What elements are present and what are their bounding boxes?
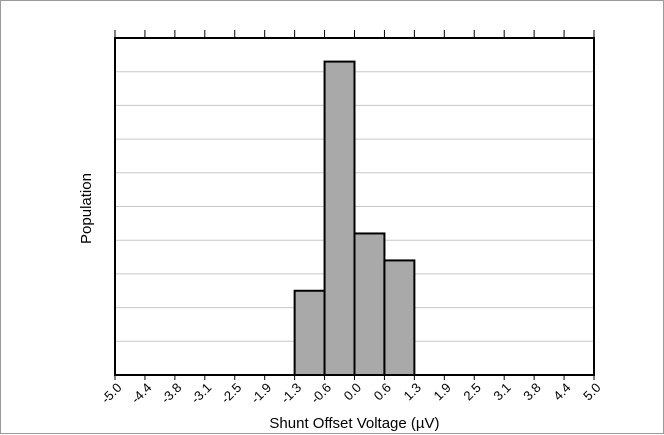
- histogram-bar: [323, 60, 356, 377]
- x-tick-label: 0.0: [341, 380, 364, 403]
- x-tick-label: -4.4: [128, 380, 154, 406]
- x-tick-label: -3.8: [158, 380, 184, 406]
- histogram-bar: [353, 232, 386, 376]
- x-tick-label: 3.8: [520, 380, 543, 403]
- x-tick-label: -0.6: [308, 380, 334, 406]
- x-tick-label: 1.9: [430, 380, 453, 403]
- x-tick-label: -1.3: [278, 380, 304, 406]
- x-ticks: [114, 30, 595, 380]
- x-axis-title: Shunt Offset Voltage (µV): [269, 415, 439, 432]
- x-tick-label: -5.0: [98, 380, 124, 406]
- histogram-bar: [293, 289, 326, 376]
- x-tick-label: 4.4: [550, 380, 573, 403]
- x-tick-label: -1.9: [248, 380, 274, 406]
- bars: [293, 60, 416, 377]
- y-axis-title: Population: [78, 173, 95, 244]
- histogram-bar: [383, 259, 416, 377]
- x-tick-label: -3.1: [188, 380, 214, 406]
- x-tick-label: 3.1: [490, 380, 513, 403]
- x-tick-label: 0.6: [371, 380, 394, 403]
- x-tick-label: -2.5: [218, 380, 244, 406]
- x-tick-label: 1.3: [401, 380, 424, 403]
- x-tick-labels: -5.0 -4.4 -3.8 -3.1 -2.5 -1.9 -1.3 -0.6 0.0 0.6 1.…: [98, 380, 603, 406]
- x-tick-label: 5.0: [580, 380, 603, 403]
- x-tick-label: 2.5: [460, 380, 483, 403]
